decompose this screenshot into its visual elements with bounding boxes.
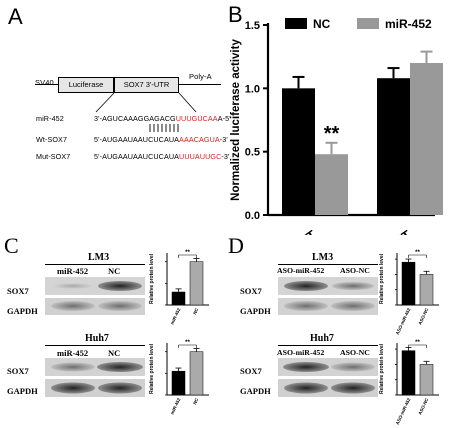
x-tick-label: miR-452 xyxy=(169,397,181,415)
bar-1 xyxy=(419,364,434,396)
pairing-ticks xyxy=(149,124,179,132)
mut-sox7-sequence: 5'-AUGAAUAAUCUCAUAUUUAUUGC-3' xyxy=(94,152,230,161)
bar-0 xyxy=(171,291,186,306)
c-lm3-lane1: miR-452 xyxy=(57,266,89,276)
panel-c-letter: C xyxy=(4,233,19,258)
luciferase-box: Luciferase xyxy=(58,77,114,93)
legend-swatch-nc xyxy=(285,18,307,29)
c-huh7-line xyxy=(45,345,145,346)
d-lm3-gapdh-label: GAPDH xyxy=(240,306,271,316)
wt-sox7-row-label: Wt-SOX7 xyxy=(36,135,68,144)
c-lm3-gapdh-label: GAPDH xyxy=(7,306,38,316)
significance-annotation: ** xyxy=(415,340,420,346)
y-tick-label: 0.0 xyxy=(245,210,260,222)
panel-b-letter: B xyxy=(228,2,243,27)
c-huh7-quant-chart: Relative protein level miR-452 NC ** xyxy=(149,340,209,415)
d-lm3-lane1: ASO-miR-452 xyxy=(277,266,325,275)
bar-nc-mt xyxy=(377,78,410,215)
x-tick-label: miR-452 xyxy=(169,307,181,325)
d-lm3-lane2: ASO-NC xyxy=(340,266,370,275)
d-huh7-blot xyxy=(278,358,378,397)
d-huh7-lane1: ASO-miR-452 xyxy=(277,348,325,357)
bar-mir-452-wt xyxy=(315,154,348,215)
d-huh7-title: Huh7 xyxy=(310,333,334,344)
bar-0 xyxy=(401,350,416,396)
significance-annotation: ** xyxy=(415,250,420,256)
bar-0 xyxy=(401,261,416,306)
c-huh7-gapdh-label: GAPDH xyxy=(7,386,38,396)
mir452-sequence: 3'-AGUCAAAGGAGACGUUUGUCAAA-5' xyxy=(94,114,231,123)
d-huh7-lane2: ASO-NC xyxy=(340,348,370,357)
y-tick-label: 1.0 xyxy=(245,83,260,95)
significance-annotation: ** xyxy=(185,250,190,256)
mir452-row-label: miR-452 xyxy=(36,114,64,123)
c-huh7-title: Huh7 xyxy=(85,333,109,344)
y-axis-label: Relative protein level xyxy=(379,343,385,394)
c-lm3-blot xyxy=(45,277,145,315)
x-tick-label: NC xyxy=(192,307,200,316)
c-lm3-sox7-label: SOX7 xyxy=(7,286,29,296)
bar-1 xyxy=(189,261,204,306)
bar-nc-wt xyxy=(282,88,315,215)
d-lm3-sox7-label: SOX7 xyxy=(240,286,262,296)
x-tick-label: ASO-miR-452 xyxy=(395,307,412,335)
bar-0 xyxy=(171,370,186,396)
c-huh7-sox7-label: SOX7 xyxy=(7,366,29,376)
x-tick-label-mt: MT xyxy=(390,227,414,235)
wt-sox7-sequence: 5'-AUGAAUAAUCUCAUAAAACAGUA-3' xyxy=(94,135,228,144)
c-lm3-lane2: NC xyxy=(108,266,121,276)
x-tick-label: ASO-NC xyxy=(417,307,429,326)
bar-mir-452-mt xyxy=(410,63,443,215)
d-lm3-blot xyxy=(278,277,378,315)
x-tick-label: ASO-NC xyxy=(417,397,429,416)
c-lm3-title: LM3 xyxy=(88,252,110,263)
x-tick-label-wt: WT xyxy=(294,227,319,235)
x-tick-label: ASO-miR-452 xyxy=(395,397,412,425)
panel-a-letter: A xyxy=(8,4,23,29)
d-lm3-line xyxy=(278,264,378,265)
y-axis-label: Relative protein level xyxy=(149,253,155,304)
legend-label-nc: NC xyxy=(313,17,331,31)
d-huh7-sox7-label: SOX7 xyxy=(240,366,262,376)
bar-1 xyxy=(189,351,204,396)
d-huh7-gapdh-label: GAPDH xyxy=(240,386,271,396)
y-tick-label: 0.5 xyxy=(245,147,260,159)
zoom-lines xyxy=(95,92,197,132)
c-huh7-lane2: NC xyxy=(108,348,121,358)
y-axis-label: Relative protein level xyxy=(379,253,385,304)
d-lm3-quant-chart: Relative protein level ASO-miR-452 ASO-NC *… xyxy=(379,250,439,335)
mut-sox7-row-label: Mut-SOX7 xyxy=(36,152,71,161)
legend-swatch-mir452 xyxy=(357,18,379,29)
y-tick-label: 1.5 xyxy=(245,20,260,32)
d-lm3-title: LM3 xyxy=(312,252,334,263)
significance-annotation: ** xyxy=(324,123,340,145)
significance-annotation: ** xyxy=(185,340,190,346)
y-axis-label: Normalized luciferase activity xyxy=(230,39,242,201)
panel-d-letter: D xyxy=(228,233,244,258)
polya-label: Poly-A xyxy=(189,72,212,81)
c-lm3-line xyxy=(45,264,145,265)
sv40-label: SV40 xyxy=(35,78,54,87)
legend-label-mir452: miR-452 xyxy=(385,17,432,31)
d-huh7-line xyxy=(278,345,378,346)
y-axis-label: Relative protein level xyxy=(149,343,155,394)
c-huh7-blot xyxy=(45,358,145,397)
x-tick-label: NC xyxy=(192,397,200,406)
c-lm3-quant-chart: Relative protein level miR-452 NC ** xyxy=(149,250,209,325)
bar-1 xyxy=(419,274,434,306)
c-huh7-lane1: miR-452 xyxy=(57,348,89,358)
d-huh7-quant-chart: Relative protein level ASO-miR-452 ASO-NC *… xyxy=(379,340,439,425)
utr-box: SOX7 3'-UTR xyxy=(114,77,179,93)
